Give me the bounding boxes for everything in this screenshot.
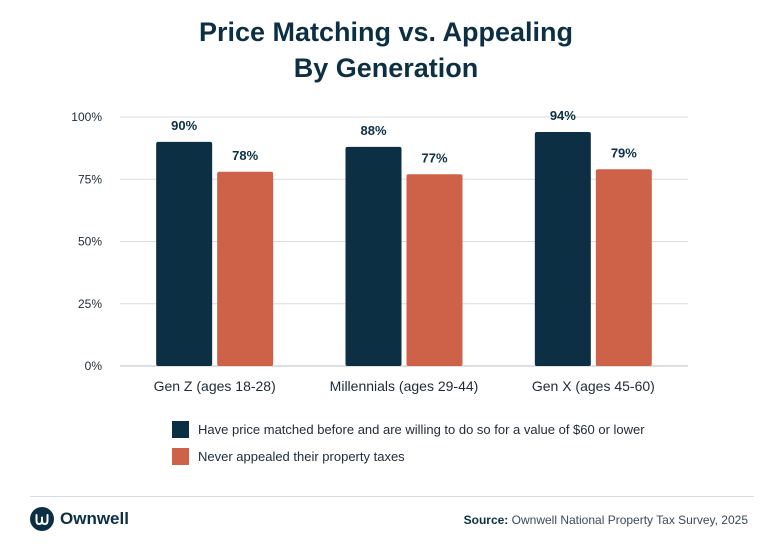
footer-divider (30, 496, 754, 497)
title-line-2: By Generation (293, 53, 479, 83)
y-tick-label: 25% (78, 297, 102, 311)
x-tick-label: Millennials (ages 29-44) (330, 378, 479, 394)
legend: Have price matched before and are willin… (172, 420, 645, 474)
x-tick-label: Gen X (ages 45-60) (532, 378, 655, 394)
x-tick-label: Gen Z (ages 18-28) (154, 378, 276, 394)
data-label: 94% (550, 108, 576, 123)
legend-item-never-appealed: Never appealed their property taxes (172, 447, 645, 465)
data-label: 88% (360, 123, 386, 138)
data-label: 77% (421, 150, 447, 165)
title-line-1: Price Matching vs. Appealing (198, 17, 574, 47)
legend-swatch-price-matched (172, 420, 189, 438)
source-note: Source: Ownwell National Property Tax Su… (464, 513, 748, 527)
bar (534, 131, 591, 366)
data-label: 79% (611, 145, 637, 160)
y-tick-label: 0% (85, 359, 103, 373)
bar (406, 174, 463, 366)
bar (595, 169, 652, 366)
bar (156, 141, 213, 366)
legend-item-price-matched: Have price matched before and are willin… (172, 420, 645, 438)
data-label: 78% (232, 148, 258, 163)
bar-chart: 0% 25% 50% 75% 100% 90% 78% Gen Z (ages 18-28) 8… (71, 108, 688, 394)
legend-swatch-never-appealed (172, 447, 189, 465)
legend-label-price-matched: Have price matched before and are willin… (198, 421, 645, 437)
y-tick-label: 100% (71, 110, 102, 124)
legend-label-never-appealed: Never appealed their property taxes (198, 448, 405, 464)
brand: Ownwell (30, 507, 129, 531)
source-text: Ownwell National Property Tax Survey, 20… (511, 513, 748, 527)
source-label: Source: (463, 513, 509, 527)
bar (217, 171, 274, 366)
ownwell-logo-icon (30, 507, 54, 531)
brand-name: Ownwell (60, 509, 129, 528)
data-label: 90% (171, 118, 197, 133)
bar (345, 146, 402, 366)
y-tick-label: 50% (78, 235, 102, 249)
chart-title: Price Matching vs. Appealing By Generati… (0, 14, 772, 86)
y-tick-label: 75% (78, 172, 102, 186)
